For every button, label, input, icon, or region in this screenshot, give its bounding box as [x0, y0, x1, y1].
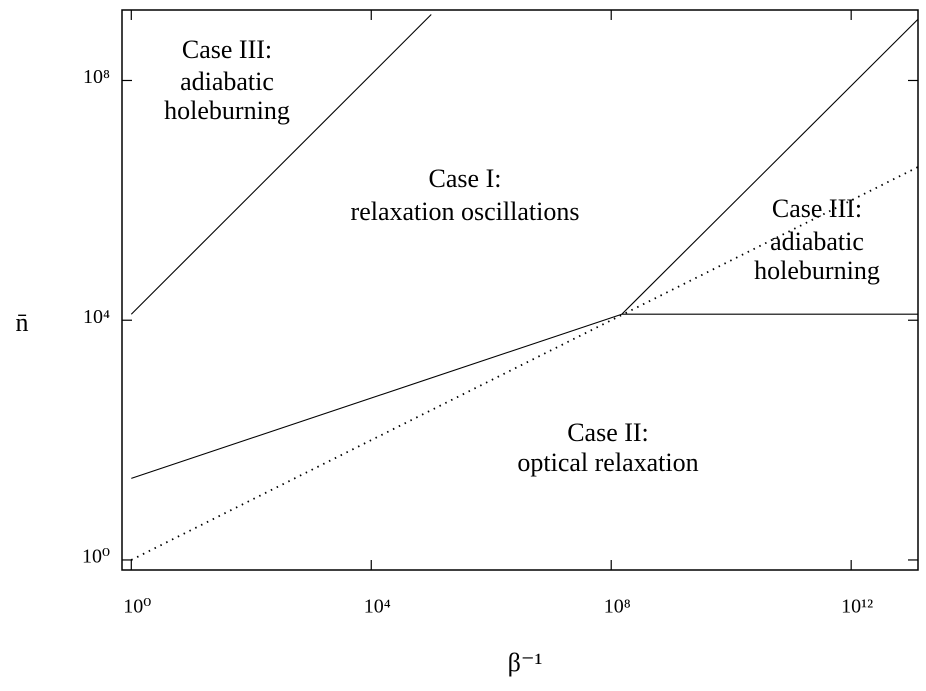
- annotation: Case III:: [772, 194, 862, 223]
- series-line: [130, 14, 432, 315]
- annotation: relaxation oscillations: [351, 197, 580, 226]
- y-tick-label: 10⁴: [83, 306, 110, 328]
- x-axis-label: β⁻¹: [508, 648, 543, 677]
- annotation: Case III:: [182, 35, 272, 64]
- series-line: [621, 18, 919, 315]
- annotation: Case I:: [429, 164, 502, 193]
- annotation: holeburning: [164, 96, 290, 125]
- x-tick-label: 10⁴: [364, 596, 391, 618]
- annotation: holeburning: [754, 256, 880, 285]
- y-axis-label: n̄: [16, 308, 29, 337]
- plot-frame: [121, 9, 919, 571]
- annotation: adiabatic: [180, 67, 274, 96]
- series-line: [131, 313, 622, 479]
- y-tick-label: 10⁸: [83, 66, 110, 88]
- x-tick-label: 10⁰: [123, 596, 151, 618]
- y-tick-label: 10⁰: [82, 546, 110, 568]
- x-tick-label: 10¹²: [841, 596, 873, 618]
- annotation: Case II:: [567, 418, 649, 447]
- annotation: adiabatic: [770, 227, 864, 256]
- x-tick-label: 10⁸: [604, 596, 631, 618]
- annotation: optical relaxation: [517, 448, 698, 477]
